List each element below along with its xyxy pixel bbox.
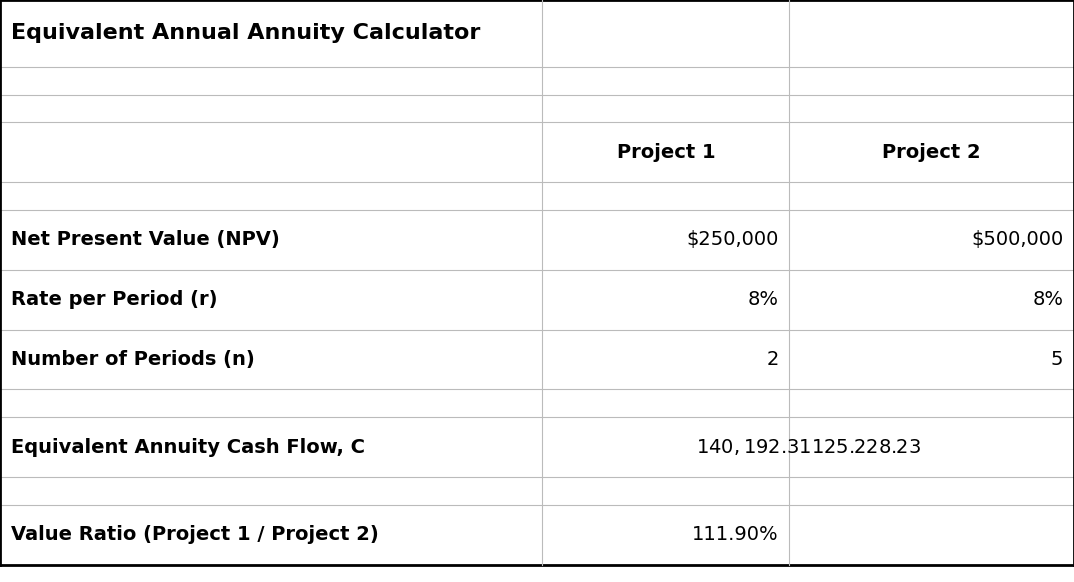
Text: $250,000: $250,000 [686, 230, 779, 250]
Text: $140,192.31 $125.228.23: $140,192.31 $125.228.23 [696, 437, 920, 457]
Text: Value Ratio (Project 1 / Project 2): Value Ratio (Project 1 / Project 2) [11, 525, 378, 544]
Text: 5: 5 [1050, 350, 1063, 369]
Text: Net Present Value (NPV): Net Present Value (NPV) [11, 230, 279, 250]
Text: 8%: 8% [1032, 290, 1063, 309]
Text: Equivalent Annual Annuity Calculator: Equivalent Annual Annuity Calculator [11, 23, 480, 44]
Text: Project 2: Project 2 [883, 143, 981, 162]
Text: Number of Periods (n): Number of Periods (n) [11, 350, 255, 369]
Text: Equivalent Annuity Cash Flow, C: Equivalent Annuity Cash Flow, C [11, 438, 365, 456]
Text: $500,000: $500,000 [971, 230, 1063, 250]
Text: 111.90%: 111.90% [692, 525, 779, 544]
Text: Project 1: Project 1 [616, 143, 715, 162]
Text: 2: 2 [766, 350, 779, 369]
Text: 8%: 8% [748, 290, 779, 309]
Text: Rate per Period (r): Rate per Period (r) [11, 290, 217, 309]
